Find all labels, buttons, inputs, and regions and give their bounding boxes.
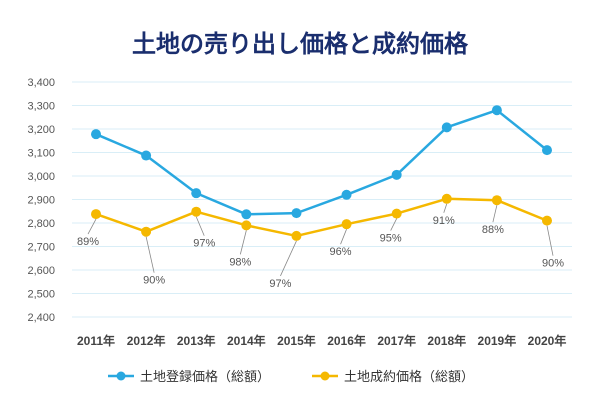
x-tick-label: 2019年 [478,333,517,348]
y-tick-label: 2,900 [27,195,55,207]
x-axis: 2011年 2012年 2013年 2014年 2015年 2016年 2017年 2018年… [77,333,566,348]
legend-swatch-dot [320,371,330,381]
series-group [91,105,552,241]
data-point-1 [191,188,202,199]
ratio-label: 90% [143,275,165,287]
y-tick-label: 3,400 [27,77,55,89]
data-point-2 [491,195,502,206]
y-tick-label: 2,400 [27,312,55,324]
ratio-label: 90% [542,258,564,270]
legend: 土地登録価格（総額） 土地成約価格（総額） [108,369,474,385]
x-tick-label: 2018年 [427,333,466,348]
ratio-label: 89% [77,236,99,248]
data-point-2 [542,215,552,226]
annotation-leader [492,205,498,223]
data-point-2 [241,220,252,231]
ratio-label: 97% [269,278,291,290]
data-point-1 [291,208,302,219]
data-point-1 [491,105,502,116]
x-tick-label: 2017年 [377,333,416,348]
y-tick-label: 3,000 [27,171,55,183]
data-point-2 [191,206,202,217]
legend-label: 土地成約価格（総額） [344,369,474,385]
annotation-leader [443,203,448,213]
y-tick-label: 3,200 [27,124,55,136]
y-tick-label: 3,100 [27,148,55,160]
data-point-1 [391,169,402,180]
annotation-leader [239,230,247,255]
legend-swatch-dot [116,371,126,381]
x-tick-label: 2011年 [77,333,115,348]
data-point-1 [542,145,552,156]
annotation-leader [280,240,297,277]
y-tick-label: 2,600 [27,265,55,277]
ratio-label: 95% [380,233,402,245]
ratio-label: 97% [193,238,215,250]
x-tick-label: 2014年 [227,333,266,348]
x-tick-label: 2020年 [528,333,567,348]
data-point-1 [241,209,252,220]
y-tick-label: 2,700 [27,242,55,254]
x-tick-label: 2013年 [177,333,216,348]
annotation-leader [87,218,97,235]
y-axis: 3,400 3,300 3,200 3,100 3,000 2,900 2,800 2,700… [27,77,55,324]
x-tick-label: 2012年 [127,333,166,348]
legend-label: 土地登録価格（総額） [140,369,270,385]
annotation-leader [340,229,347,245]
annotations: 89% 90% 97% 98% 97% 96% 95% 91% 88% 90% [77,203,564,290]
data-point-2 [91,209,101,220]
annotation-leader [145,236,155,273]
y-tick-label: 2,800 [27,218,55,230]
data-point-1 [91,129,101,140]
data-point-2 [441,193,452,204]
data-point-2 [391,208,402,219]
ratio-label: 98% [229,256,251,268]
y-tick-label: 2,500 [27,289,55,301]
data-point-2 [141,226,152,237]
data-point-1 [141,150,152,161]
annotation-leader [195,216,205,236]
series-line-2 [95,197,548,238]
chart-title: 土地の売り出し価格と成約価格 [132,30,469,58]
ratio-label: 91% [433,215,455,227]
series-line-1 [95,108,548,216]
annotation-leader [546,225,554,256]
x-tick-label: 2016年 [327,333,366,348]
data-point-2 [341,219,352,230]
ratio-label: 96% [330,246,352,258]
ratio-label: 88% [482,224,504,236]
y-tick-label: 3,300 [27,101,55,113]
data-point-1 [341,189,352,200]
data-point-2 [291,230,302,241]
data-point-1 [441,122,452,133]
grid [72,81,572,318]
annotation-leader [390,218,398,231]
x-tick-label: 2015年 [277,333,316,348]
